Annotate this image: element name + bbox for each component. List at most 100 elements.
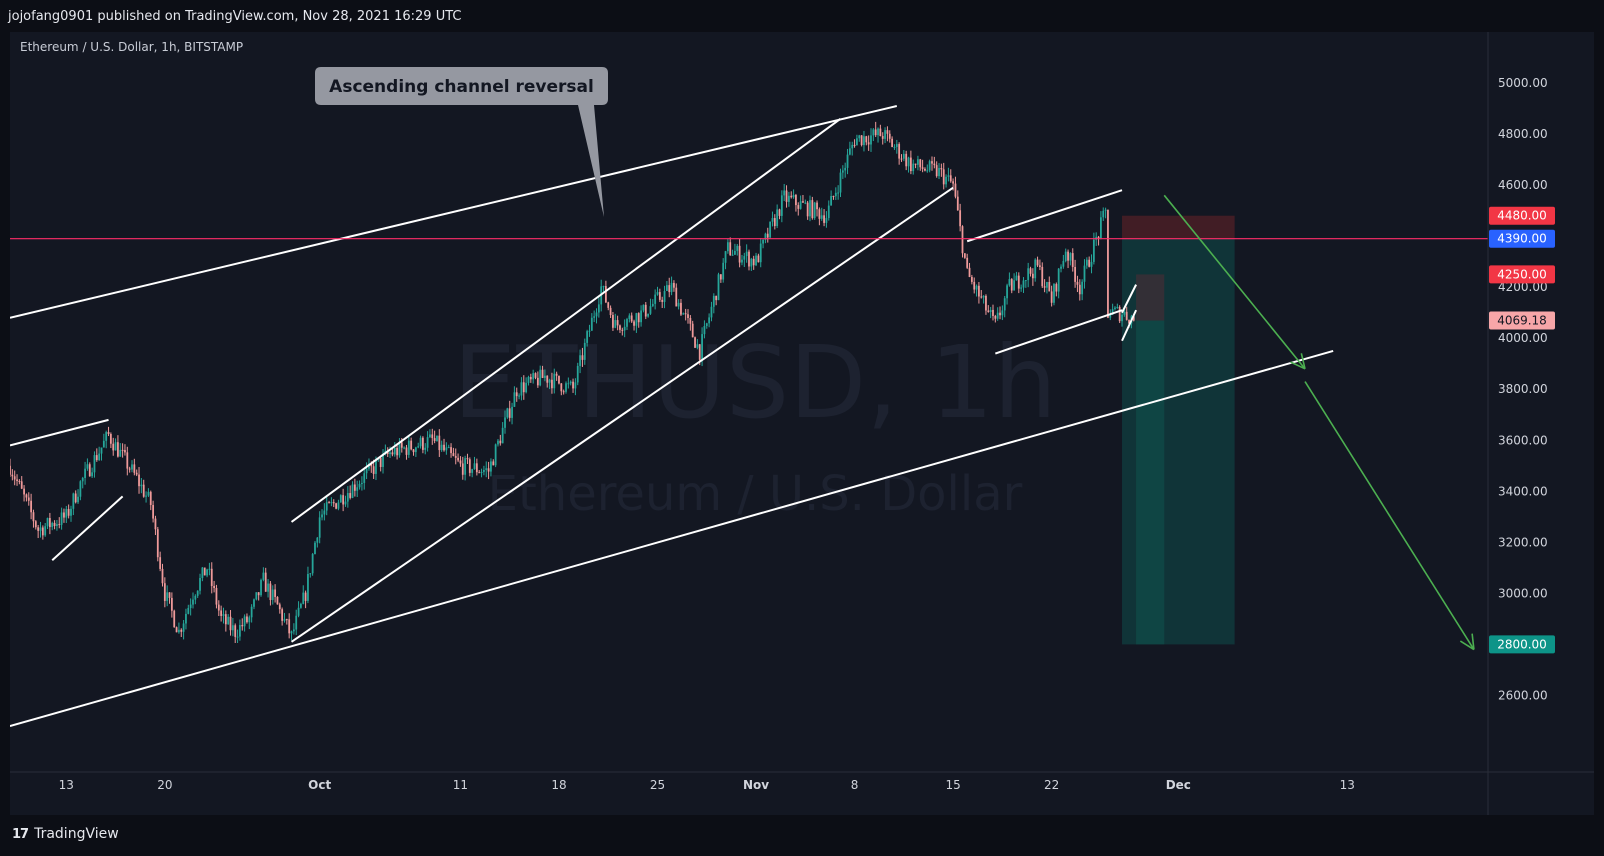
candle — [1001, 305, 1004, 321]
candle-body — [935, 165, 938, 177]
candle-body — [619, 325, 621, 330]
candle — [433, 430, 436, 444]
candle-body — [51, 522, 54, 528]
candle-body — [691, 323, 694, 338]
publish-bar: jojofang0901 published on TradingView.co… — [0, 0, 1604, 32]
candle-body — [1031, 273, 1034, 279]
candle-body — [1118, 307, 1121, 322]
candle-body — [724, 251, 727, 263]
y-tick-label: 3200.00 — [1498, 535, 1548, 549]
candle-body — [579, 355, 581, 366]
candle-body — [501, 427, 504, 444]
candle-body — [412, 449, 415, 453]
candle-body — [583, 342, 586, 360]
candle-body — [271, 589, 274, 601]
candle-body — [811, 200, 814, 219]
candle-body — [518, 395, 520, 397]
candle — [81, 476, 84, 489]
candle — [318, 511, 321, 544]
candle-body — [473, 463, 476, 470]
x-tick-label: 20 — [157, 778, 172, 792]
candle-body — [185, 613, 187, 624]
candle — [963, 253, 966, 259]
candle — [417, 442, 420, 449]
candle — [1039, 259, 1041, 271]
candle-body — [546, 375, 549, 383]
candle — [48, 512, 51, 535]
candle — [905, 150, 908, 171]
candle-body — [1116, 307, 1119, 309]
candle — [283, 612, 286, 623]
candle — [494, 443, 497, 468]
price-chart[interactable]: ETHUSD, 1h Ethereum / U.S. Dollar Ascendin… — [10, 32, 1594, 815]
candle-body — [513, 392, 516, 407]
candle-body — [607, 302, 610, 308]
candle-body — [867, 142, 870, 145]
candle — [574, 378, 577, 396]
candle-body — [318, 517, 321, 538]
candle-body — [246, 616, 248, 623]
candle — [215, 584, 218, 609]
candle — [480, 468, 483, 478]
candle-body — [1053, 284, 1055, 303]
candle-body — [34, 521, 37, 528]
candle-body — [1034, 259, 1037, 279]
candle — [933, 156, 936, 169]
candle-body — [588, 330, 591, 332]
candle-body — [23, 488, 25, 495]
chart-panel[interactable]: ETHUSD, 1h Ethereum / U.S. Dollar Ascendin… — [10, 32, 1594, 815]
candle-body — [541, 369, 544, 378]
candle — [792, 189, 795, 199]
candle-body — [257, 592, 260, 596]
x-tick-label: 18 — [551, 778, 566, 792]
candle-body — [802, 201, 804, 203]
candle-body — [637, 313, 640, 323]
candle — [323, 503, 326, 521]
candle-body — [574, 382, 577, 389]
candle-body — [506, 408, 509, 418]
flag-bottom-left — [51, 495, 124, 561]
candle — [567, 377, 570, 389]
candle — [816, 200, 818, 217]
candle-body — [365, 468, 368, 474]
candle-body — [576, 365, 579, 383]
candle-body — [1128, 319, 1130, 324]
candle-body — [311, 554, 314, 574]
candle-body — [863, 136, 865, 146]
candle-body — [891, 138, 894, 147]
candle — [185, 608, 187, 630]
candle — [633, 319, 635, 331]
candle-body — [1057, 268, 1060, 292]
tradingview-logo-icon: 17 — [12, 826, 29, 842]
candle-body — [893, 146, 896, 148]
candle-body — [490, 461, 492, 472]
candle-body — [626, 319, 628, 327]
candle — [597, 297, 600, 318]
candle — [382, 449, 384, 474]
candle-body — [152, 505, 155, 519]
y-tick-label: 2600.00 — [1498, 688, 1548, 702]
candle-body — [764, 233, 767, 240]
candle — [799, 195, 802, 210]
candle-body — [952, 181, 955, 184]
candle — [703, 320, 706, 339]
candle-body — [407, 440, 410, 455]
candle — [778, 208, 781, 220]
candle — [485, 461, 488, 478]
candle — [888, 130, 891, 143]
candle-body — [429, 434, 431, 438]
candle — [145, 491, 147, 503]
tradingview-logo-text: TradingView — [34, 826, 119, 842]
candle — [924, 167, 926, 172]
candle — [166, 585, 169, 607]
candle-body — [717, 274, 720, 301]
candle — [95, 448, 98, 462]
candle — [848, 141, 851, 156]
candle — [804, 199, 807, 205]
candle-body — [642, 304, 645, 311]
tradingview-logo[interactable]: 17 TradingView — [12, 826, 119, 842]
candle — [180, 628, 183, 637]
candle — [1067, 249, 1069, 269]
candle-body — [1085, 259, 1088, 266]
candle — [583, 338, 586, 365]
